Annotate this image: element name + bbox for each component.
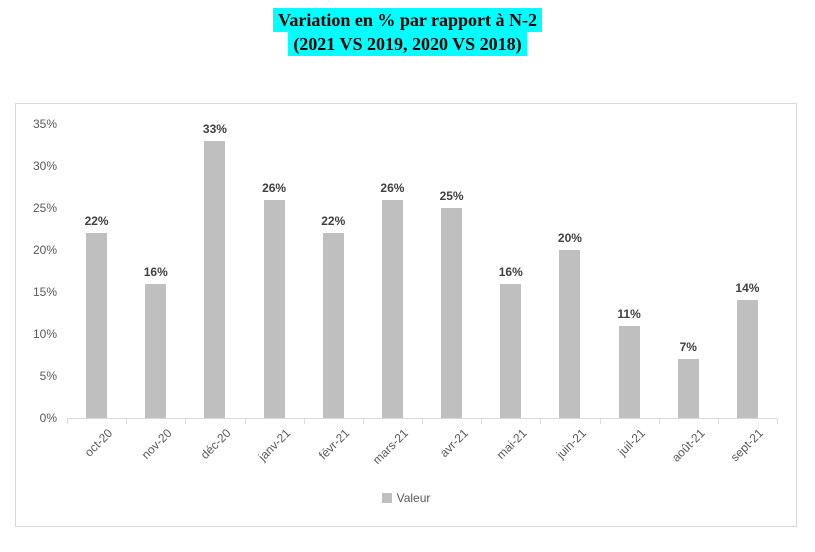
bar-juin-21[interactable]: [559, 250, 581, 418]
bar-sept-21[interactable]: [736, 300, 758, 418]
data-label: 26%: [380, 180, 405, 195]
x-axis-tick: [658, 419, 660, 424]
y-axis-tick-label: 20%: [32, 243, 57, 257]
x-axis-tick: [422, 419, 423, 424]
bar-mars-21[interactable]: [381, 199, 403, 418]
bar-oct-20[interactable]: [86, 233, 108, 418]
data-label: 16%: [143, 264, 168, 279]
data-label: 7%: [679, 340, 697, 355]
y-axis-tick-label: 5%: [39, 369, 57, 383]
legend-label: Valeur: [396, 491, 431, 505]
data-label: 14%: [735, 281, 760, 296]
data-label: 20%: [557, 231, 582, 245]
y-axis-tick-label: 15%: [32, 285, 57, 299]
bar-mai-21[interactable]: [500, 283, 522, 418]
x-axis-tick: [67, 419, 68, 424]
x-axis-tick: [540, 419, 542, 424]
y-axis-tick-label: 35%: [32, 117, 57, 131]
data-label: 33%: [202, 121, 227, 136]
x-axis-tick: [244, 419, 246, 424]
chart-title: Variation en % par rapport à N-2 (2021 V…: [0, 8, 815, 56]
bar-janv-21[interactable]: [263, 199, 285, 418]
y-axis-tick-label: 30%: [32, 159, 57, 173]
data-label: 11%: [617, 306, 641, 321]
data-label: 22%: [321, 214, 346, 229]
chart-title-line-1: Variation en % par rapport à N-2: [272, 8, 542, 32]
data-label: 22%: [84, 214, 109, 229]
x-axis-tick: [126, 419, 128, 424]
x-axis-tick: [362, 419, 364, 424]
legend-swatch-icon: [381, 493, 392, 503]
bar-déc-20[interactable]: [204, 140, 226, 418]
data-label: 26%: [262, 180, 287, 195]
data-label: 25%: [439, 189, 464, 203]
x-axis-tick: [185, 419, 187, 424]
y-axis-tick-label: 0%: [39, 411, 57, 425]
bar-avr-21[interactable]: [441, 208, 463, 418]
bar-févr-21[interactable]: [322, 233, 344, 418]
chart-area[interactable]: 0% 5% 10% 15% 20% 25% 30% 35% 22% 16% 33% 26% 22% 26…: [15, 103, 797, 527]
x-axis-tick: [599, 419, 601, 424]
bar-août-21[interactable]: [677, 359, 699, 418]
bar-juil-21[interactable]: [618, 325, 640, 418]
x-axis-tick: [777, 419, 778, 424]
x-axis-tick: [717, 419, 719, 424]
y-axis-tick-label: 10%: [32, 327, 57, 341]
bar-nov-20[interactable]: [145, 283, 167, 418]
x-axis-tick: [481, 419, 483, 424]
x-axis-line: [67, 418, 777, 419]
legend[interactable]: Valeur: [16, 490, 796, 506]
x-axis-tick: [303, 419, 305, 424]
y-axis-tick-label: 25%: [32, 201, 57, 215]
chart-title-line-2: (2021 VS 2019, 2020 VS 2018): [288, 32, 527, 56]
data-label: 16%: [498, 264, 523, 279]
